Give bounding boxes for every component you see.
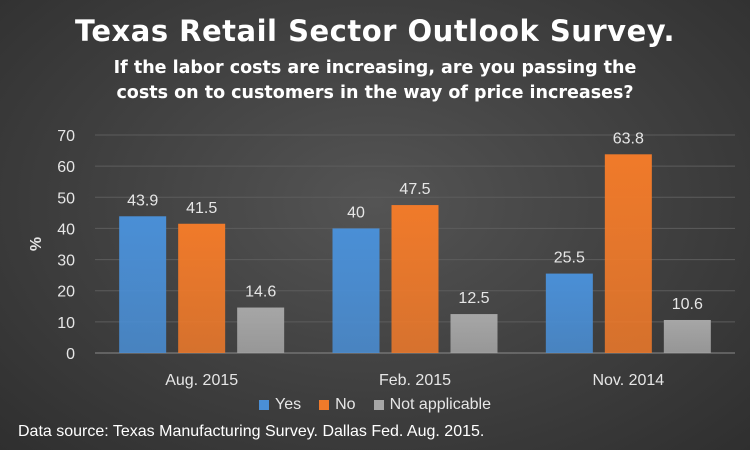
legend: Yes No Not applicable bbox=[0, 396, 750, 414]
bar-no-2 bbox=[604, 154, 652, 353]
y-tick-label-40: 40 bbox=[57, 221, 75, 238]
x-tick-label-1: Feb. 2015 bbox=[379, 372, 451, 389]
chart-title: Texas Retail Sector Outlook Survey. bbox=[74, 14, 676, 48]
bar-not-applicable-2 bbox=[663, 319, 711, 353]
chart-subtitle-line-2: costs on to customers in the way of pric… bbox=[116, 83, 634, 103]
x-tick-label-0: Aug. 2015 bbox=[165, 372, 238, 389]
data-label-no-2: 63.8 bbox=[613, 130, 644, 147]
legend-label-not-applicable: Not applicable bbox=[389, 396, 491, 413]
y-tick-label-20: 20 bbox=[57, 284, 75, 301]
x-tick-label-2: Nov. 2014 bbox=[592, 372, 664, 389]
data-label-not-applicable-2: 10.6 bbox=[672, 296, 703, 313]
legend-swatch-yes bbox=[259, 400, 270, 410]
bar-not-applicable-1 bbox=[450, 314, 498, 353]
bar-no-0 bbox=[178, 223, 226, 353]
bar-yes-0 bbox=[119, 216, 167, 353]
data-source-note: Data source: Texas Manufacturing Survey.… bbox=[18, 423, 485, 440]
y-axis-label: % bbox=[28, 237, 45, 251]
y-tick-label-10: 10 bbox=[57, 315, 75, 332]
legend-item-yes: Yes bbox=[259, 396, 301, 414]
data-label-yes-1: 40 bbox=[347, 204, 365, 221]
bar-no-1 bbox=[391, 205, 439, 353]
legend-label-yes: Yes bbox=[275, 396, 302, 413]
data-label-no-1: 47.5 bbox=[399, 181, 430, 198]
legend-item-no: No bbox=[319, 396, 356, 414]
data-label-not-applicable-1: 12.5 bbox=[458, 290, 489, 307]
data-label-yes-2: 25.5 bbox=[554, 250, 585, 267]
y-tick-label-30: 30 bbox=[57, 253, 75, 270]
data-label-no-0: 41.5 bbox=[186, 200, 217, 217]
legend-label-no: No bbox=[335, 396, 356, 413]
y-tick-label-60: 60 bbox=[57, 159, 75, 176]
y-tick-label-50: 50 bbox=[57, 190, 75, 207]
legend-swatch-no bbox=[319, 400, 330, 410]
legend-item-not-applicable: Not applicable bbox=[373, 396, 491, 414]
legend-swatch-not-applicable bbox=[373, 400, 384, 410]
bar-yes-2 bbox=[545, 273, 593, 353]
y-tick-label-70: 70 bbox=[57, 128, 75, 145]
chart-subtitle-line-1: If the labor costs are increasing, are y… bbox=[113, 58, 637, 78]
data-label-not-applicable-0: 14.6 bbox=[245, 284, 276, 301]
bar-yes-1 bbox=[332, 228, 380, 353]
bar-not-applicable-0 bbox=[237, 307, 285, 353]
y-tick-label-0: 0 bbox=[66, 346, 75, 363]
data-label-yes-0: 43.9 bbox=[127, 192, 158, 209]
